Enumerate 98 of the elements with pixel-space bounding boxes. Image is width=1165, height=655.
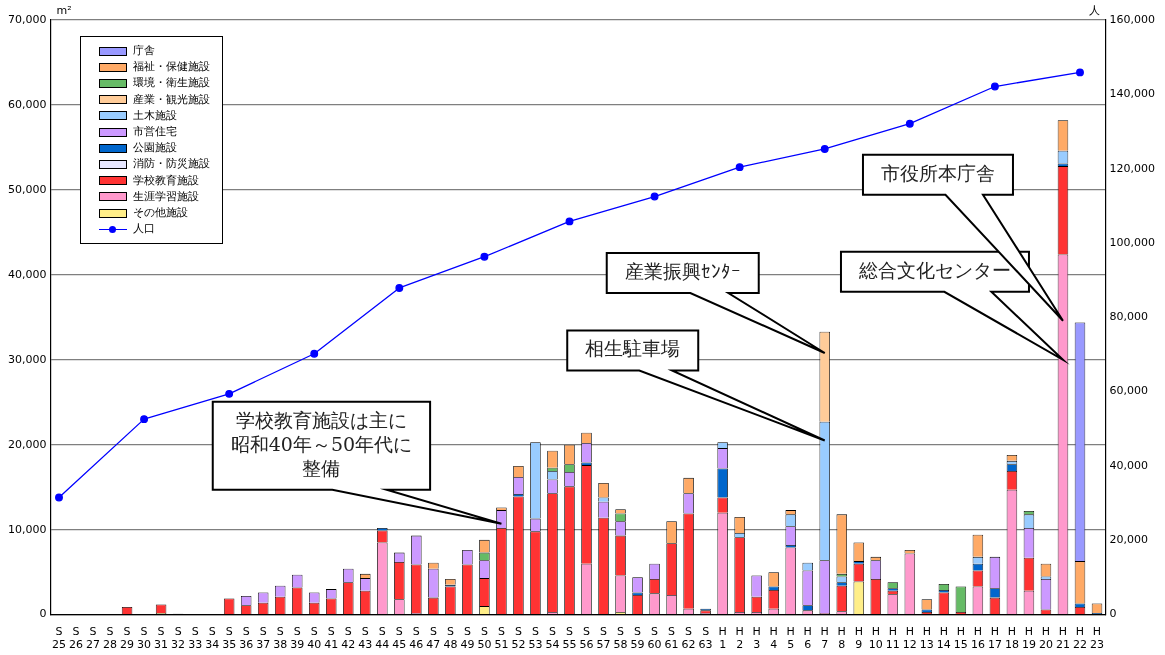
x-tick-label: H16 [970,625,985,652]
x-tick-label: H23 [1090,625,1104,652]
x-tick-label: H19 [1021,625,1036,652]
x-tick-label: S59 [630,625,645,652]
x-tick-label: H2 [735,625,744,652]
annotation: 産業振興ｾﾝﾀｰ [624,259,741,282]
legend-label: 土木施設 [133,107,178,124]
x-tick-label: S54 [545,625,560,652]
y2-tick-label: 20,000 [1109,533,1149,547]
x-tick-label: S28 [103,625,118,652]
x-tick-label: S55 [562,625,577,652]
x-tick-label: S30 [137,625,152,652]
legend-label: 人口 [133,221,156,238]
x-tick-label: S34 [205,625,220,652]
legend-label: 消防・防災施設 [133,156,211,173]
x-tick-label: H5 [786,625,795,652]
x-tick-label: S39 [290,625,305,652]
y-axis-title: m² [56,4,72,18]
x-tick-label: H15 [953,625,968,652]
x-tick-label: S32 [171,625,186,652]
legend-label: 公園施設 [133,140,178,157]
legend-label: 学校教育施設 [133,172,200,189]
x-tick-label: H6 [803,625,812,652]
x-tick-label: H8 [837,625,846,652]
y-tick-label: 10,000 [7,522,47,536]
x-tick-label: S48 [443,625,458,652]
x-tick-label: S27 [86,625,101,652]
legend-label: 庁舎 [133,43,156,59]
x-tick-label: S33 [188,625,203,652]
x-tick-label: S37 [256,625,271,652]
x-tick-label: S31 [154,625,169,652]
x-tick-label: S44 [375,625,390,652]
x-tick-label: S35 [222,625,237,652]
y2-axis-title: 人 [1088,4,1100,18]
x-tick-label: H7 [820,625,829,652]
y2-tick-label: 100,000 [1109,235,1156,249]
y2-tick-label: 140,000 [1109,87,1156,101]
x-tick-label: H18 [1004,625,1019,652]
x-tick-label: H1 [718,625,727,652]
x-tick-label: S38 [273,625,288,652]
annotation: 総合文化センター [857,258,1011,281]
y2-tick-label: 0 [1109,607,1117,621]
x-tick-label: S42 [341,625,356,652]
x-tick-label: S53 [528,625,543,652]
x-tick-label: H10 [868,625,883,652]
legend-label: 生涯学習施設 [133,188,200,205]
x-tick-label: S41 [324,625,339,652]
x-tick-label: S47 [426,625,441,652]
x-tick-label: S36 [239,625,254,652]
x-tick-label: S43 [358,625,373,652]
y-tick-label: 30,000 [7,352,47,366]
y-tick-label: 70,000 [7,12,47,26]
annotation: 相生駐車場 [585,337,681,360]
x-tick-label: H9 [854,625,863,652]
y2-tick-label: 160,000 [1109,12,1156,26]
x-tick-label: S52 [511,625,526,652]
x-tick-label: H14 [936,625,951,652]
y2-tick-label: 80,000 [1109,310,1149,324]
annotation: 学校教育施設は主に昭和40年～50年代に整備 [230,408,413,479]
x-tick-label: S25 [52,625,66,652]
x-tick-label: H4 [769,625,778,652]
x-tick-label: H22 [1072,625,1087,652]
x-tick-label: S45 [392,625,407,652]
y2-tick-label: 40,000 [1109,458,1149,472]
x-tick-label: S60 [647,625,662,652]
x-tick-label: S51 [494,625,509,652]
y-tick-label: 40,000 [7,267,47,281]
legend-label: 環境・衛生施設 [133,75,211,92]
x-tick-label: H12 [902,625,917,652]
x-tick-label: H3 [752,625,761,652]
x-tick-label: H13 [919,625,934,652]
y2-tick-label: 60,000 [1109,384,1149,398]
legend-label: 福祉・保健施設 [133,59,211,76]
x-tick-label: S58 [613,625,628,652]
x-tick-label: S26 [69,625,84,652]
y-tick-label: 0 [39,607,47,621]
x-tick-label: S49 [460,625,475,652]
legend-label: 市営住宅 [133,124,178,140]
legend-label: その他施設 [133,205,189,222]
x-tick-label: H11 [885,625,900,652]
x-tick-label: S62 [681,625,696,652]
y2-tick-label: 120,000 [1109,161,1156,175]
x-tick-label: S57 [596,625,611,652]
x-tick-label: S29 [120,625,135,652]
y-tick-label: 20,000 [7,437,47,451]
x-tick-label: S50 [477,625,492,652]
x-tick-label: H17 [987,625,1002,652]
y-tick-label: 50,000 [7,182,47,196]
x-tick-label: S40 [307,625,322,652]
x-tick-label: S61 [664,625,679,652]
x-tick-label: H20 [1038,625,1053,652]
annotation: 市役所本庁舎 [880,161,995,184]
y-tick-label: 60,000 [7,97,47,111]
x-tick-label: S63 [698,625,713,652]
legend-label: 産業・観光施設 [133,91,211,108]
x-tick-label: S46 [409,625,424,652]
x-tick-label: S56 [579,625,594,652]
x-tick-label: H21 [1055,625,1070,652]
